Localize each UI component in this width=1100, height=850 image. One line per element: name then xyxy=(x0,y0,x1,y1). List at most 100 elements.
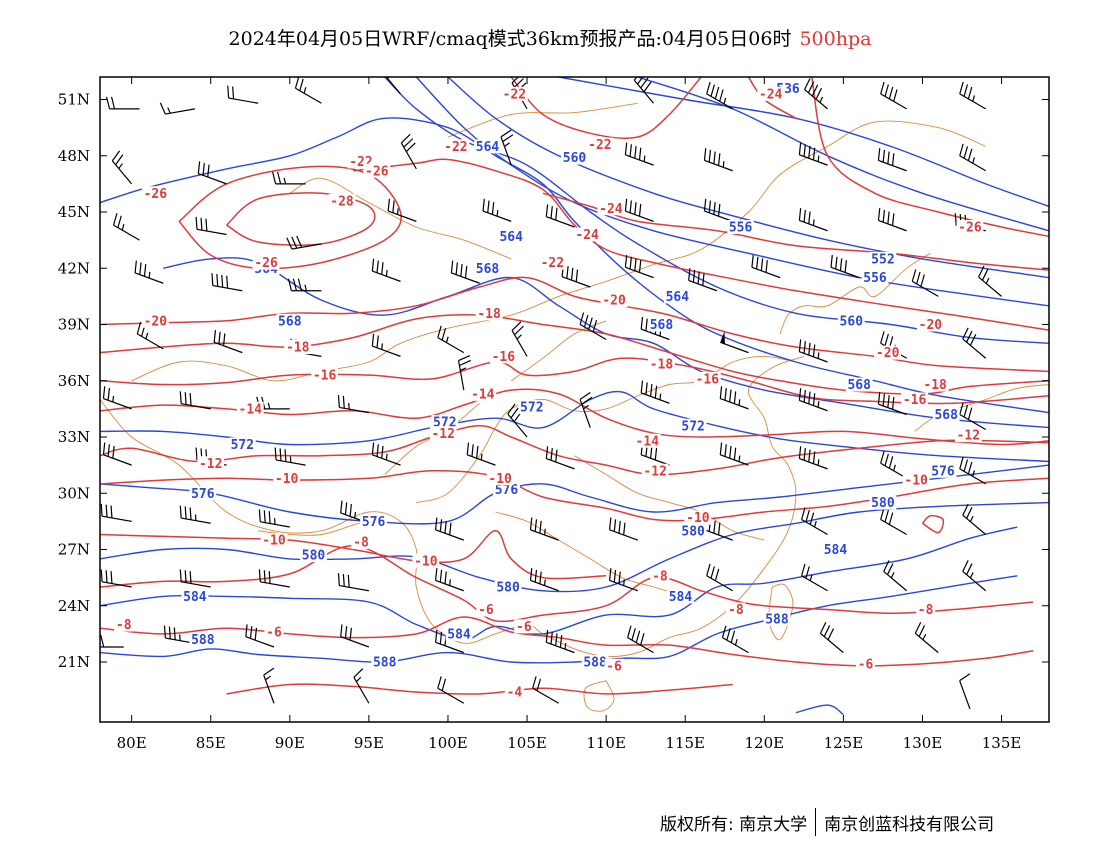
boundary-line xyxy=(289,177,512,260)
contour-label: 588 xyxy=(373,656,397,671)
wind-barb xyxy=(294,77,322,104)
contour-label: -16 xyxy=(492,350,516,365)
wind-barb xyxy=(801,507,828,536)
wind-barb xyxy=(688,268,718,292)
wind-barb xyxy=(706,81,733,110)
contour-label: -22 xyxy=(444,140,467,155)
contour-label-bg xyxy=(667,589,694,604)
lon-tick-label: 100E xyxy=(428,734,468,752)
wind-barb xyxy=(500,129,514,166)
boundary-line xyxy=(574,455,765,541)
wind-barb xyxy=(112,213,140,241)
wind-barb xyxy=(830,254,860,279)
boundary-line xyxy=(131,120,986,382)
contour-label: -14 xyxy=(239,402,263,417)
contour-label-bg xyxy=(757,86,785,101)
contour-label-bg xyxy=(822,542,849,557)
contour-label-bg xyxy=(429,426,457,441)
wind-barb xyxy=(507,403,528,438)
wind-barb xyxy=(719,386,749,410)
contour-label: -10 xyxy=(414,554,438,569)
contour-label-bg xyxy=(431,415,459,429)
height-contour xyxy=(100,575,1018,664)
contour-label: 568 xyxy=(476,262,500,277)
contour-label-bg xyxy=(679,523,707,538)
contour-label: -6 xyxy=(478,603,494,618)
contour-label: -16 xyxy=(313,369,337,384)
temperature-contour xyxy=(225,192,376,246)
contour-label: -14 xyxy=(636,434,660,449)
lon-tick-label: 130E xyxy=(903,734,943,752)
contour-label: -4 xyxy=(507,686,523,701)
contour-label-bg xyxy=(497,229,525,244)
height-contour xyxy=(100,526,1018,641)
contour-label-bg xyxy=(181,589,209,604)
contour-label-bg xyxy=(273,471,301,486)
wind-barb xyxy=(286,235,322,250)
lon-tick-label: 105E xyxy=(507,734,547,752)
wind-barb xyxy=(579,392,593,428)
wind-barb xyxy=(337,395,369,414)
wind-barb xyxy=(798,388,828,412)
temperature-contour xyxy=(226,683,733,695)
title-level: 500hpa xyxy=(799,28,872,50)
contour-label-bg xyxy=(284,340,312,354)
lon-tick-label: 85E xyxy=(196,734,226,752)
wind-barb xyxy=(179,505,211,524)
lon-tick-label: 90E xyxy=(275,734,305,752)
temperature-contour xyxy=(100,545,1034,623)
contour-label: 568 xyxy=(934,408,958,423)
wind-barb xyxy=(102,442,132,466)
wind-barb xyxy=(959,143,987,172)
contour-label: 580 xyxy=(871,496,895,511)
contour-label-bg xyxy=(475,306,503,321)
wind-barb xyxy=(877,391,907,416)
contour-label-bg xyxy=(442,139,470,154)
wind-barb xyxy=(880,81,907,110)
wind-barb xyxy=(962,503,987,535)
wind-barb xyxy=(105,96,140,110)
contour-label: -20 xyxy=(876,346,900,361)
contour-label-bg xyxy=(300,548,327,563)
contour-label-bg xyxy=(604,658,624,673)
contour-label-bg xyxy=(861,270,889,285)
wind-barb xyxy=(798,142,828,166)
contour-label: 576 xyxy=(191,487,215,502)
contour-label: -6 xyxy=(606,659,622,674)
contour-label: -10 xyxy=(686,511,710,526)
contour-label: -8 xyxy=(652,569,668,584)
wind-barb xyxy=(340,624,370,648)
contour-label-bg xyxy=(260,533,288,548)
wind-barb xyxy=(880,451,907,479)
height-contour xyxy=(795,704,844,716)
contour-label: -8 xyxy=(728,603,744,618)
contour-label: 576 xyxy=(931,464,955,479)
plot-background xyxy=(100,77,1049,722)
contour-label-bg xyxy=(538,255,566,270)
chart-title: 2024年04月05日WRF/cmaq模式36km预报产品:04月05日06时 5… xyxy=(0,24,1100,51)
contour-label: 580 xyxy=(496,581,520,596)
contour-label: -24 xyxy=(759,87,783,102)
contour-label: 564 xyxy=(476,140,500,155)
contour-label-bg xyxy=(727,220,754,234)
wind-barb xyxy=(272,171,306,185)
boundary-line xyxy=(416,355,796,504)
temperature-contour-layer xyxy=(100,77,1049,695)
wind-barb xyxy=(195,216,227,236)
contour-label: -20 xyxy=(144,314,168,329)
contour-label-bg xyxy=(412,553,440,568)
lat-tick-label: 51N xyxy=(58,91,90,109)
wind-barb xyxy=(624,198,654,222)
lon-tick-label: 125E xyxy=(824,734,864,752)
wind-barb xyxy=(400,133,417,170)
wind-barb xyxy=(719,442,749,466)
contour-label: 568 xyxy=(278,314,302,329)
lon-tick-label: 120E xyxy=(745,734,785,752)
wind-barb xyxy=(798,446,828,470)
temperature-contour xyxy=(353,158,1049,331)
contour-label: 584 xyxy=(824,543,848,558)
contour-label: -12 xyxy=(199,457,222,472)
wind-barb xyxy=(751,254,781,279)
contour-label: -26 xyxy=(254,256,278,271)
